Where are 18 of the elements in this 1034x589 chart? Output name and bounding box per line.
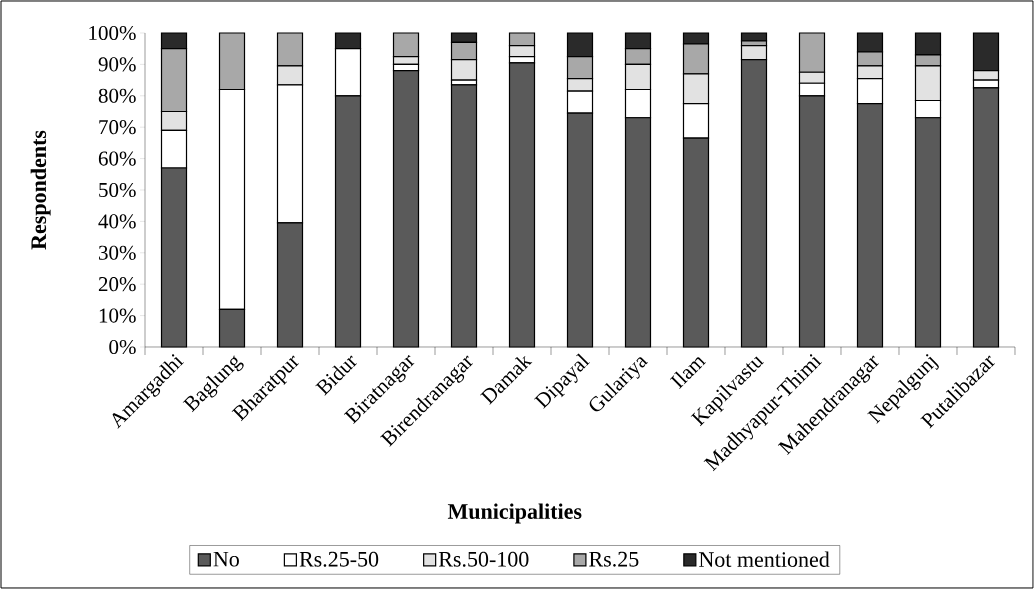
y-tick-label: 30% [98,245,136,260]
y-axis-title: Respondents [30,130,51,250]
legend-label: Rs.50-100 [438,551,529,567]
y-tick-label: 10% [99,308,136,323]
y-tick-label: 60% [98,151,136,166]
y-tick-label: 70% [99,120,136,135]
y-tick-label: 80% [98,88,136,103]
legend-label: No [213,551,239,567]
legend-label: Rs.25-50 [299,551,379,567]
y-tick-label: 90% [98,57,136,72]
y-tick-label: 40% [98,214,136,229]
legend-label: Rs.25 [589,551,639,567]
y-tick-label: 0% [109,339,136,355]
y-tick-label: 100% [89,25,136,41]
y-tick-label: 20% [98,277,136,292]
y-tick-label: 50% [99,182,136,198]
legend-label: Not mentioned [699,551,830,567]
x-axis-title: Municipalities [447,503,582,524]
